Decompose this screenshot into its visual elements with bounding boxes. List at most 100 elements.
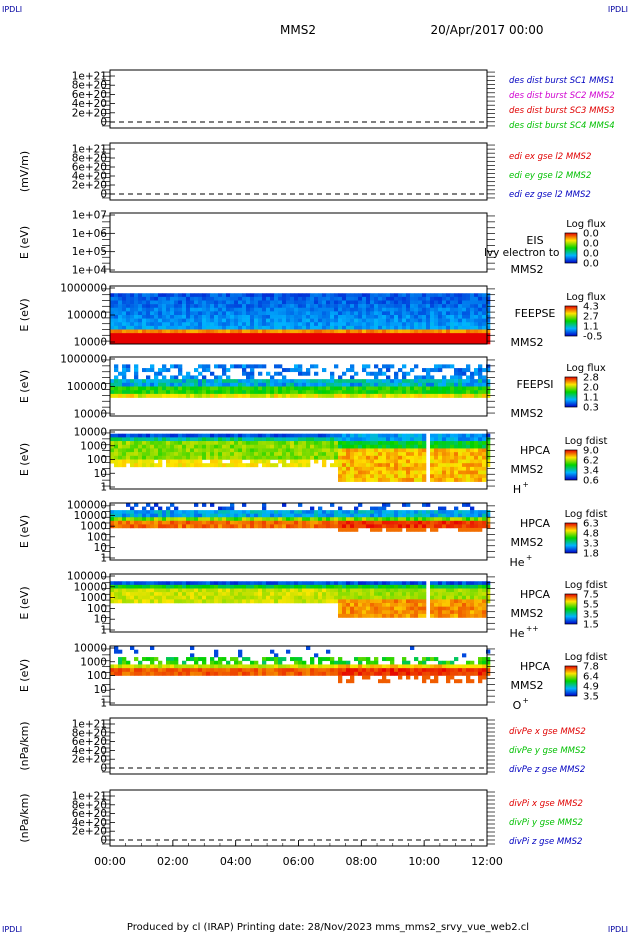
spectrogram-cell — [382, 371, 387, 376]
spectrogram-cell — [310, 340, 315, 345]
spectrogram-cell — [166, 517, 171, 522]
spectrogram-cell — [114, 390, 119, 395]
spectrogram-cell — [422, 664, 427, 669]
spectrogram-cell — [182, 293, 187, 298]
spectrogram-cell — [378, 664, 383, 669]
spectrogram-cell — [334, 382, 339, 387]
spectrogram-cell — [478, 592, 483, 597]
spectrogram-cell — [198, 581, 203, 586]
spectrogram-cell — [478, 581, 483, 586]
spectrogram-cell — [426, 664, 431, 669]
spectrogram-cell — [178, 318, 183, 323]
spectrogram-cell — [298, 595, 303, 600]
spectrogram-cell — [306, 448, 311, 453]
spectrogram-cell — [270, 455, 275, 460]
spectrogram-cell — [470, 322, 475, 327]
spectrogram-cell — [350, 513, 355, 518]
spectrogram-cell — [386, 296, 391, 301]
spectrogram-cell — [218, 506, 223, 511]
instrument-label: HPCA — [520, 517, 551, 530]
spectrogram-cell — [274, 671, 279, 676]
spectrogram-cell — [146, 307, 151, 312]
spectrogram-cell — [450, 470, 455, 475]
spectrogram-cell — [342, 668, 347, 673]
spectrogram-cell — [402, 599, 407, 604]
spectrogram-cell — [378, 452, 383, 457]
spectrogram-cell — [406, 336, 411, 341]
spectrogram-cell — [250, 322, 255, 327]
spectrogram-cell — [306, 520, 311, 525]
spectrogram-cell — [470, 610, 475, 615]
spectrogram-cell — [470, 671, 475, 676]
spectrogram-cell — [182, 386, 187, 391]
spectrogram-cell — [150, 664, 155, 669]
spectrogram-cell — [374, 463, 379, 468]
spectrogram-cell — [130, 304, 135, 309]
spectrogram-cell — [454, 437, 459, 442]
spectrogram-cell — [482, 307, 487, 312]
spectrogram-cell — [458, 336, 463, 341]
spectrogram-cell — [210, 520, 215, 525]
spectrogram-cell — [466, 333, 471, 338]
spectrogram-cell — [134, 379, 139, 384]
spectrogram-cell — [194, 581, 199, 586]
spectrogram-cell — [358, 340, 363, 345]
spectrogram-cell — [182, 340, 187, 345]
spectrogram-cell — [322, 657, 327, 662]
spectrogram-cell — [342, 592, 347, 597]
spectrogram-cell — [294, 510, 299, 514]
spectrogram-cell — [258, 524, 263, 529]
spectrogram-cell — [238, 653, 243, 658]
spectrogram-cell — [278, 304, 283, 309]
spectrogram-cell — [346, 517, 351, 522]
spectrogram-cell — [194, 382, 199, 387]
spectrogram-cell — [258, 307, 263, 312]
spectrogram-cell — [170, 595, 175, 600]
spectrogram-cell — [314, 325, 319, 330]
spectrogram-cell — [218, 322, 223, 327]
spectrogram-cell — [290, 322, 295, 327]
spectrogram-cell — [462, 452, 467, 457]
spectrogram-cell — [358, 448, 363, 453]
spectrogram-cell — [202, 513, 207, 518]
spectrogram-cell — [114, 459, 119, 464]
spectrogram-cell — [314, 653, 319, 658]
spectrogram-cell — [310, 510, 315, 514]
spectrogram-cell — [222, 315, 227, 319]
spectrogram-cell — [374, 477, 379, 482]
spectrogram-cell — [398, 325, 403, 330]
spectrogram-cell — [110, 304, 115, 309]
spectrogram-cell — [146, 524, 151, 529]
spectrogram-cell — [406, 664, 411, 669]
spectrogram-cell — [402, 318, 407, 323]
spectrogram-cell — [150, 322, 155, 327]
spectrogram-cell — [470, 444, 475, 449]
spectrogram-cell — [182, 524, 187, 529]
spectrogram-cell — [442, 452, 447, 457]
spectrogram-cell — [266, 304, 271, 309]
spectrogram-cell — [290, 459, 295, 464]
spectrogram-cell — [406, 340, 411, 345]
spectrogram-cell — [366, 452, 371, 457]
spectrogram-cell — [430, 300, 435, 305]
spectrogram-cell — [442, 393, 447, 398]
spectrogram-cell — [306, 333, 311, 338]
spectrogram-cell — [282, 584, 287, 589]
spectrogram-cell — [194, 455, 199, 460]
spectrogram-cell — [382, 584, 387, 589]
spectrogram-cell — [178, 588, 183, 593]
spectrogram-cell — [214, 524, 219, 529]
spectrogram-cell — [214, 304, 219, 309]
spectrogram-cell — [482, 386, 487, 391]
y-tick-label: 100000 — [67, 571, 107, 583]
spectrogram-cell — [246, 336, 251, 341]
spectrogram-cell — [442, 524, 447, 529]
spectrogram-cell — [226, 329, 231, 334]
spectrogram-cell — [218, 382, 223, 387]
spectrogram-cell — [186, 463, 191, 468]
spectrogram-cell — [138, 452, 143, 457]
spectrogram-cell — [446, 325, 451, 330]
spectrogram-cell — [358, 441, 363, 446]
spectrogram-cell — [166, 322, 171, 327]
spectrogram-cell — [342, 444, 347, 449]
